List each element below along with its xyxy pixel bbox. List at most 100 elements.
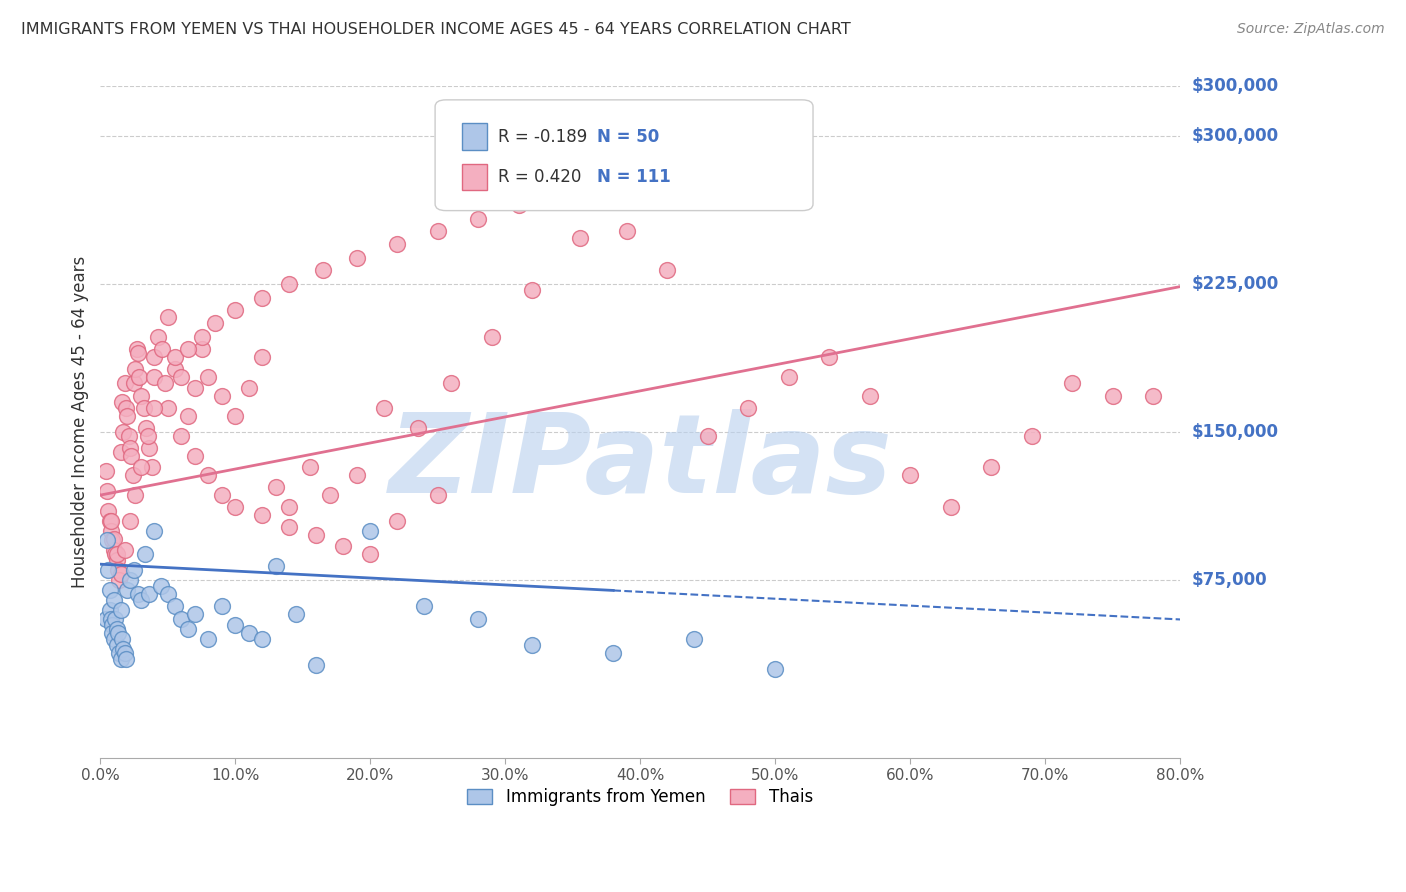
Point [96,484,118,499]
Point [103,532,125,546]
Point [94,612,117,626]
Point [467,211,489,226]
Point [1101,389,1123,403]
Point [110,602,132,616]
Point [413,599,436,613]
Point [128,369,150,384]
Point [100,524,122,538]
Text: Source: ZipAtlas.com: Source: ZipAtlas.com [1237,22,1385,37]
Point [252,632,274,647]
Point [224,409,246,424]
Point [170,369,193,384]
Point [177,409,200,424]
Point [127,346,149,360]
Point [818,350,841,364]
Text: IMMIGRANTS FROM YEMEN VS THAI HOUSEHOLDER INCOME AGES 45 - 64 YEARS CORRELATION : IMMIGRANTS FROM YEMEN VS THAI HOUSEHOLDE… [21,22,851,37]
Point [124,488,146,502]
Point [359,524,381,538]
Point [1062,376,1084,390]
Point [115,652,138,666]
Y-axis label: Householder Income Ages 45 - 64 years: Householder Income Ages 45 - 64 years [72,256,89,588]
Text: $75,000: $75,000 [1191,571,1267,589]
Point [426,488,449,502]
Point [238,626,260,640]
Point [104,547,127,561]
Point [153,376,176,390]
Point [118,441,141,455]
Point [859,389,882,403]
Point [278,500,301,514]
Point [602,646,624,660]
Point [778,369,800,384]
Point [114,543,136,558]
Point [305,657,328,672]
Point [252,291,274,305]
Point [108,573,131,587]
Point [101,626,124,640]
Point [481,330,503,344]
Point [278,519,301,533]
Point [138,441,160,455]
Text: $300,000: $300,000 [1191,127,1278,145]
Point [143,369,166,384]
Point [98,582,121,597]
Point [170,612,193,626]
Point [156,401,179,416]
Point [224,302,246,317]
Point [110,652,132,666]
Point [346,251,368,265]
Point [118,514,141,528]
Point [103,632,125,647]
Point [122,563,145,577]
Point [122,376,145,390]
Point [105,553,128,567]
Point [104,612,127,626]
Point [177,623,200,637]
Point [125,342,148,356]
Point [285,607,308,621]
Point [110,444,132,458]
Point [150,579,173,593]
Point [156,587,179,601]
Point [298,460,321,475]
Point [118,429,141,443]
Point [136,429,159,443]
Text: $300,000: $300,000 [1191,78,1278,95]
Point [114,376,136,390]
Text: ZIPatlas: ZIPatlas [388,409,893,516]
Point [467,612,489,626]
Point [135,421,157,435]
Bar [463,123,486,150]
Point [359,547,381,561]
Point [211,599,233,613]
Point [224,500,246,514]
Point [108,646,131,660]
Point [184,449,207,463]
Point [118,573,141,587]
Point [129,460,152,475]
Point [114,646,136,660]
Point [115,401,138,416]
Point [224,618,246,632]
Point [898,468,921,483]
Point [105,638,128,652]
Legend: Immigrants from Yemen, Thais: Immigrants from Yemen, Thais [461,781,820,814]
Point [252,350,274,364]
Point [568,231,591,245]
Point [129,592,152,607]
Point [522,638,544,652]
Point [111,395,134,409]
Text: R = 0.420: R = 0.420 [498,168,581,186]
Text: $150,000: $150,000 [1191,423,1278,441]
Point [112,425,135,439]
Point [94,464,117,478]
Point [100,612,122,626]
Point [170,429,193,443]
Point [117,582,139,597]
Point [197,468,219,483]
Point [184,607,207,621]
Point [101,533,124,548]
Point [127,587,149,601]
Point [387,237,409,252]
Point [522,283,544,297]
